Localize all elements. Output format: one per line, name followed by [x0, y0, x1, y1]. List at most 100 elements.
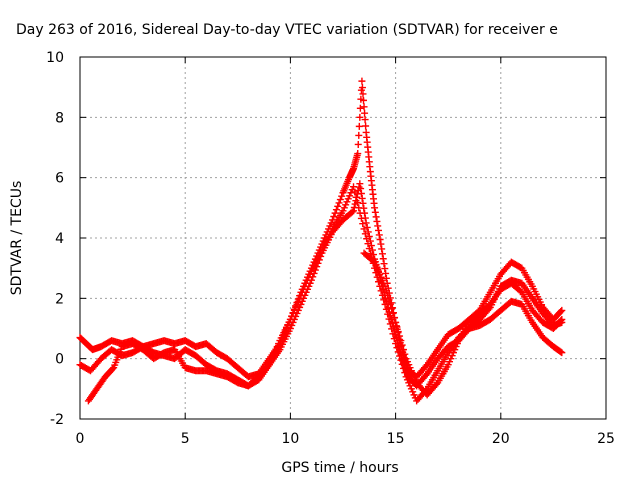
y-tick-label: 8 — [55, 110, 64, 126]
data-point — [356, 209, 364, 217]
data-point — [392, 318, 400, 326]
data-point — [382, 287, 390, 295]
data-point — [371, 208, 379, 216]
data-point — [389, 309, 397, 317]
data-point — [336, 196, 344, 204]
data-point — [385, 296, 393, 304]
data-point — [390, 314, 398, 322]
x-tick-label: 20 — [492, 431, 510, 447]
data-point — [380, 260, 388, 268]
data-point — [363, 223, 371, 231]
data-point — [362, 219, 370, 227]
data-point — [357, 190, 365, 198]
data-point — [557, 348, 565, 356]
x-axis-label: GPS time / hours — [281, 460, 398, 476]
data-point — [375, 278, 383, 286]
data-point — [364, 240, 372, 248]
data-point — [356, 113, 364, 121]
y-axis-label: SDTVAR / TECUs — [9, 181, 25, 296]
axis-ticks — [79, 56, 607, 420]
x-tick-label: 10 — [281, 431, 299, 447]
data-point — [382, 269, 390, 277]
data-point — [360, 103, 368, 111]
data-point — [389, 330, 397, 338]
grid-lines — [80, 57, 606, 419]
data-point — [358, 84, 366, 92]
data-point — [358, 194, 366, 202]
data-point — [371, 204, 379, 212]
data-point — [432, 380, 440, 388]
data-point — [351, 188, 359, 196]
data-point — [357, 185, 365, 193]
data-point — [352, 193, 360, 201]
data-point — [401, 350, 409, 358]
data-point — [109, 365, 117, 373]
data-point — [558, 315, 566, 323]
data-point — [396, 352, 404, 360]
data-point — [355, 131, 363, 139]
data-point — [399, 364, 407, 372]
y-tick-label: 6 — [55, 171, 64, 187]
data-point — [369, 257, 377, 265]
data-point — [362, 122, 370, 130]
data-point — [377, 240, 385, 248]
data-point — [361, 116, 369, 124]
data-point — [374, 222, 382, 230]
data-point — [382, 274, 390, 282]
data-point — [335, 199, 343, 207]
data-point — [376, 236, 384, 244]
data-point — [356, 180, 364, 188]
data-point — [360, 225, 368, 233]
y-tick-label: 4 — [55, 231, 64, 247]
data-point — [393, 323, 401, 331]
data-point — [355, 204, 363, 212]
data-point — [381, 265, 389, 273]
data-point — [392, 340, 400, 348]
data-point — [384, 310, 392, 318]
data-point — [397, 337, 405, 345]
data-point — [359, 220, 367, 228]
x-tick-labels: 0 5 10 15 20 25 — [76, 431, 615, 447]
data-point — [359, 199, 367, 207]
data-point — [379, 255, 387, 263]
data-point — [361, 109, 369, 117]
data-point — [354, 140, 362, 148]
data-point — [350, 183, 358, 191]
plot-frame — [79, 56, 607, 420]
data-point — [398, 360, 406, 368]
data-point — [355, 122, 363, 130]
y-tick-label: 10 — [46, 50, 64, 66]
data-point — [359, 90, 367, 98]
series-4 — [360, 249, 566, 399]
data-point — [384, 291, 392, 299]
data-point — [375, 231, 383, 239]
x-tick-label: 25 — [597, 431, 615, 447]
data-point — [401, 369, 409, 377]
data-point — [388, 325, 396, 333]
data-point — [361, 230, 369, 238]
y-tick-label: 0 — [55, 352, 64, 368]
data-point — [378, 250, 386, 258]
data-point — [365, 245, 373, 253]
data-point — [394, 348, 402, 356]
data-point — [557, 317, 565, 325]
data-point — [394, 328, 402, 336]
data-point — [350, 207, 358, 215]
data-point — [331, 209, 339, 217]
y-tick-label: -2 — [50, 412, 64, 428]
data-point — [357, 214, 365, 222]
data-point — [378, 245, 386, 253]
data-point — [332, 206, 340, 214]
data-point — [398, 341, 406, 349]
data-marks — [76, 77, 566, 405]
data-point — [348, 208, 356, 216]
data-point — [354, 150, 362, 158]
series-3 — [84, 183, 566, 405]
data-point — [557, 308, 565, 316]
x-tick-label: 15 — [387, 431, 405, 447]
data-point — [363, 235, 371, 243]
data-point — [390, 335, 398, 343]
data-point — [353, 199, 361, 207]
chart-title: Day 263 of 2016, Sidereal Day-to-day VTE… — [16, 22, 558, 38]
